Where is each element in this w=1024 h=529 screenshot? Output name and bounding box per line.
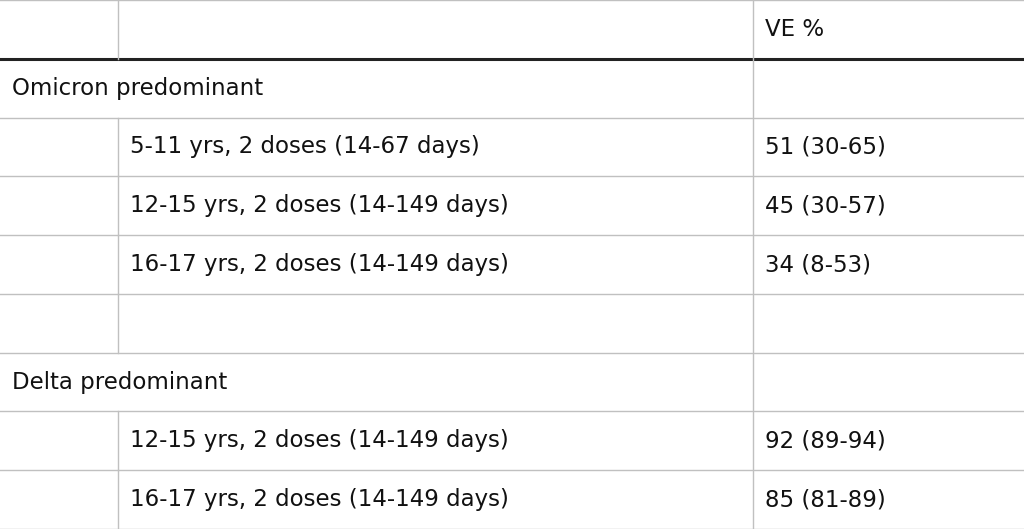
Text: 16-17 yrs, 2 doses (14-149 days): 16-17 yrs, 2 doses (14-149 days) (130, 253, 509, 276)
Text: 34 (8-53): 34 (8-53) (765, 253, 871, 276)
Text: VE %: VE % (765, 18, 824, 41)
Text: 45 (30-57): 45 (30-57) (765, 194, 886, 217)
Text: Omicron predominant: Omicron predominant (12, 77, 263, 99)
Text: 92 (89-94): 92 (89-94) (765, 430, 886, 452)
Text: 5-11 yrs, 2 doses (14-67 days): 5-11 yrs, 2 doses (14-67 days) (130, 135, 480, 159)
Text: 12-15 yrs, 2 doses (14-149 days): 12-15 yrs, 2 doses (14-149 days) (130, 430, 509, 452)
Text: 16-17 yrs, 2 doses (14-149 days): 16-17 yrs, 2 doses (14-149 days) (130, 488, 509, 511)
Text: Delta predominant: Delta predominant (12, 370, 227, 394)
Text: 85 (81-89): 85 (81-89) (765, 488, 886, 511)
Text: 12-15 yrs, 2 doses (14-149 days): 12-15 yrs, 2 doses (14-149 days) (130, 194, 509, 217)
Text: 51 (30-65): 51 (30-65) (765, 135, 886, 159)
